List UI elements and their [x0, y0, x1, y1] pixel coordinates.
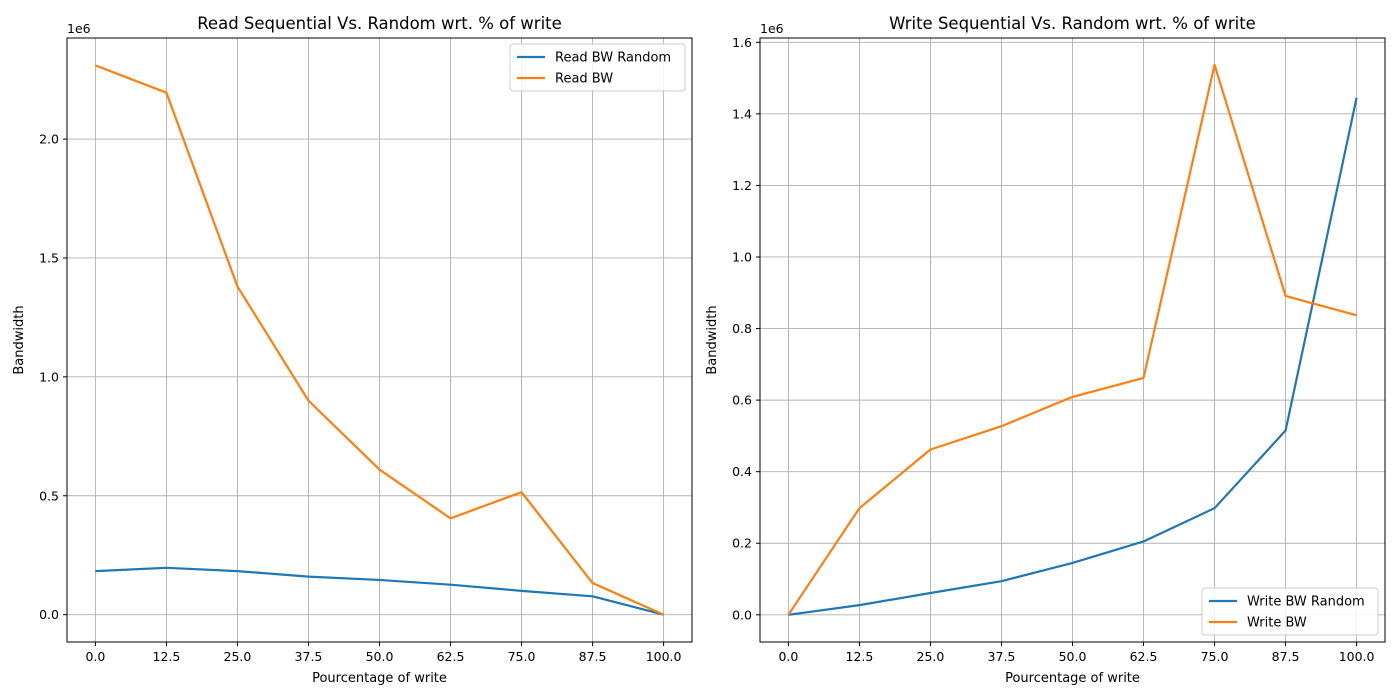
x-tick-label-2: 25.0 [224, 649, 252, 664]
y-tick-label-5: 1.0 [732, 249, 752, 264]
series-line-2 [787, 63, 1357, 616]
chart-title: Read Sequential Vs. Random wrt. % of wri… [197, 14, 562, 33]
series-line-1 [788, 97, 1358, 616]
y-tick-label-8: 1.6 [732, 35, 752, 50]
legend-label-1: Read BW Random [555, 51, 671, 66]
y-offset-label: 1e6 [760, 21, 784, 36]
x-tick-label-5: 62.5 [1130, 649, 1158, 664]
x-tick-label-7: 87.5 [1272, 649, 1300, 664]
y-tick-label-1: 0.2 [732, 536, 752, 551]
x-tick-label-4: 50.0 [366, 649, 394, 664]
legend-label-2: Read BW [555, 72, 613, 87]
y-tick-label-2: 1.0 [39, 369, 59, 384]
x-tick-label-8: 100.0 [1339, 649, 1375, 664]
x-tick-label-3: 37.5 [988, 649, 1016, 664]
y-tick-label-3: 1.5 [39, 250, 59, 265]
x-tick-label-0: 0.0 [85, 649, 105, 664]
x-axis-label: Pourcentage of write [312, 671, 447, 686]
y-offset-label: 1e6 [67, 21, 91, 36]
x-tick-label-1: 12.5 [846, 649, 874, 664]
legend-label-2: Write BW [1247, 616, 1307, 631]
y-axis-label: Bandwidth [705, 305, 720, 374]
y-tick-label-1: 0.5 [39, 488, 59, 503]
x-tick-label-6: 75.0 [508, 649, 536, 664]
series-line-2 [95, 64, 665, 616]
x-tick-label-2: 25.0 [917, 649, 945, 664]
legend: Write BW Random Write BW [1201, 587, 1379, 636]
legend-box [1201, 587, 1379, 636]
chart-panel-2: 0.0 12.5 25.0 37.5 50.0 62.5 75.0 87.5 100.0 0.0 0… [705, 14, 1386, 686]
y-tick-label-0: 0.0 [39, 607, 59, 622]
x-tick-label-3: 37.5 [295, 649, 323, 664]
chart-panel-1: 0.0 12.5 25.0 37.5 50.0 62.5 75.0 87.5 100.0 0.0 0… [12, 14, 693, 686]
legend-box [509, 43, 686, 92]
x-tick-label-1: 12.5 [153, 649, 181, 664]
x-tick-label-6: 75.0 [1201, 649, 1229, 664]
grid [67, 38, 692, 642]
y-axis-label: Bandwidth [12, 305, 27, 374]
legend: Read BW Random Read BW [509, 43, 686, 92]
x-tick-label-8: 100.0 [646, 649, 682, 664]
grid [760, 38, 1385, 642]
y-tick-label-4: 0.8 [732, 321, 752, 336]
y-tick-label-6: 1.2 [732, 178, 752, 193]
y-tick-label-2: 0.4 [732, 464, 752, 479]
x-tick-label-0: 0.0 [778, 649, 798, 664]
y-tick-label-3: 0.6 [732, 393, 752, 408]
y-tick-label-7: 1.4 [732, 106, 752, 121]
series-line-1 [95, 566, 664, 616]
x-tick-label-4: 50.0 [1059, 649, 1087, 664]
legend-label-1: Write BW Random [1247, 595, 1365, 610]
y-tick-label-4: 2.0 [39, 132, 59, 147]
x-axis-label: Pourcentage of write [1005, 671, 1140, 686]
x-tick-label-7: 87.5 [579, 649, 607, 664]
x-tick-label-5: 62.5 [437, 649, 465, 664]
chart-title: Write Sequential Vs. Random wrt. % of wr… [889, 14, 1256, 33]
y-tick-label-0: 0.0 [732, 607, 752, 622]
